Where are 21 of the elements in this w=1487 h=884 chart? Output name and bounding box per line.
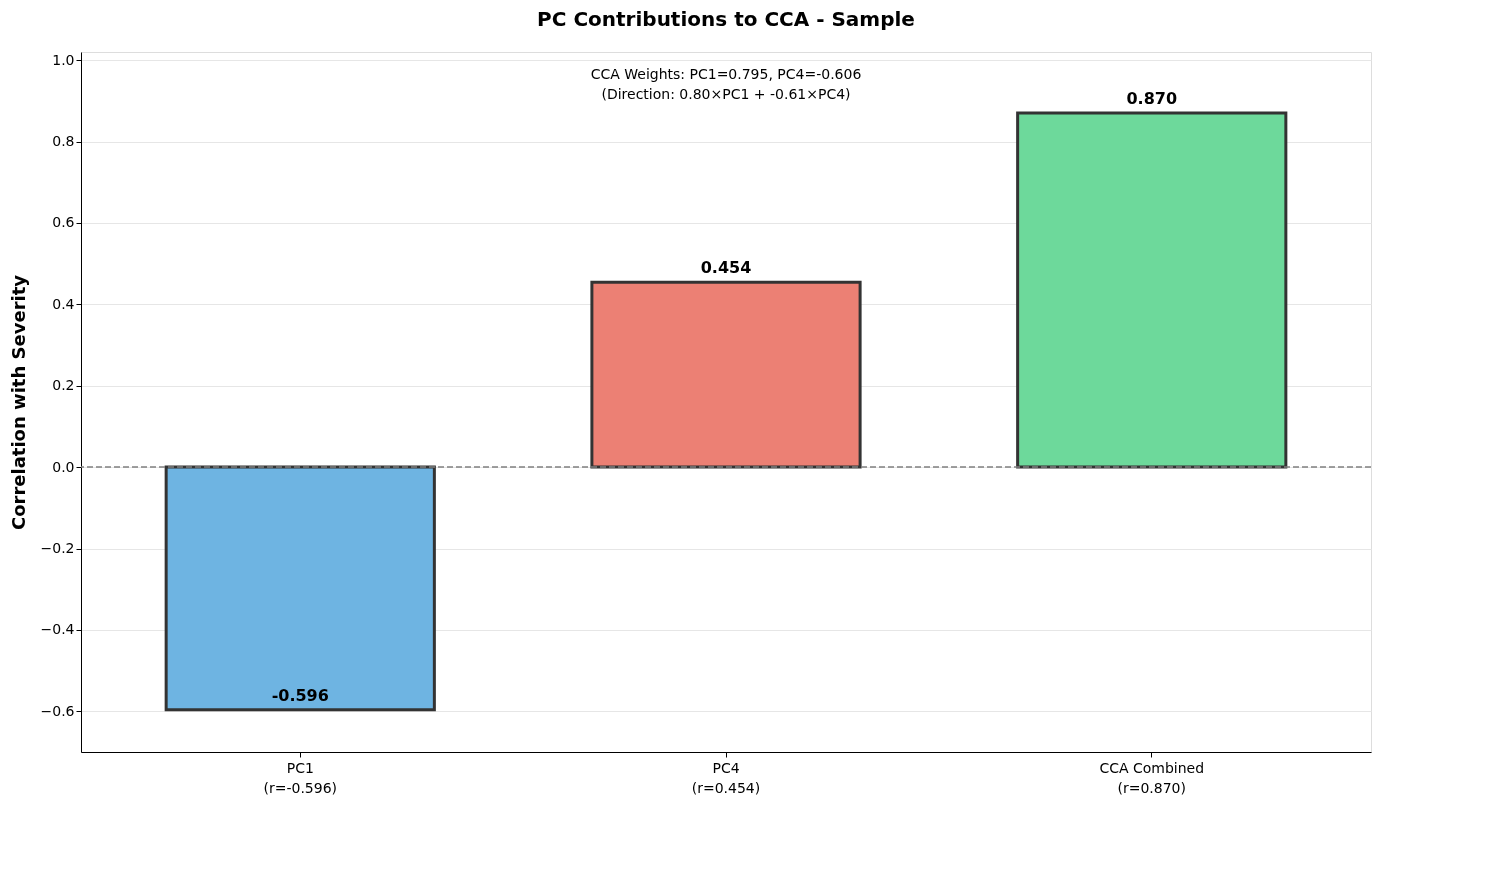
y-tick-label: −0.4	[40, 621, 75, 638]
x-tick-label: CCA Combined (r=0.870)	[1099, 759, 1205, 796]
y-tick-label: −0.2	[40, 540, 75, 557]
bar	[1016, 111, 1288, 469]
bar	[590, 280, 862, 469]
chart-title: PC Contributions to CCA - Sample	[537, 7, 915, 31]
data-label: -0.596	[271, 685, 329, 705]
x-tick-label: PC4 (r=0.454)	[691, 759, 761, 796]
y-tick-label: 0.8	[52, 133, 75, 150]
data-label: 0.870	[1126, 89, 1178, 109]
annotation: CCA Weights: PC1=0.795, PC4=-0.606 (Direction: 0.80×PC1 + -0.61×PC4)	[590, 66, 862, 102]
bar	[164, 465, 436, 712]
y-tick-label: 1.0	[52, 51, 75, 68]
y-tick-label: −0.6	[40, 702, 75, 719]
y-axis-title: Correlation with Severity	[7, 274, 29, 531]
data-label: 0.454	[700, 258, 752, 278]
y-tick-label: 0.0	[52, 458, 75, 475]
y-tick-label: 0.6	[52, 214, 75, 231]
y-tick-label: 0.4	[52, 295, 75, 312]
x-tick-label: PC1 (r=-0.596)	[263, 759, 338, 796]
y-tick-label: 0.2	[52, 377, 75, 394]
